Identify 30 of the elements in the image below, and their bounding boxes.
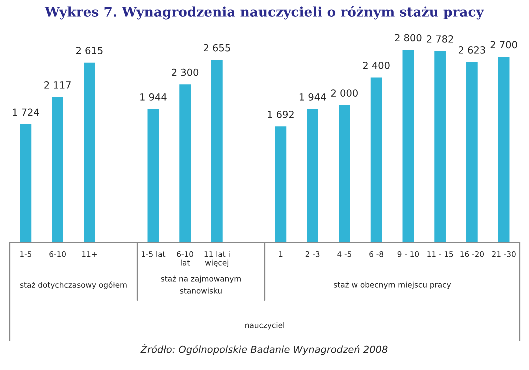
bar <box>433 50 448 243</box>
bar <box>18 123 34 243</box>
chart-title: Wykres 7. Wynagrodzenia nauczycieli o różnym stażu pracy <box>44 6 484 20</box>
bar <box>274 125 288 243</box>
data-label: 2 655 <box>204 44 230 52</box>
data-label: 2 000 <box>331 90 358 97</box>
bar <box>146 108 161 243</box>
data-label: 2 300 <box>172 68 199 76</box>
bar <box>306 108 320 243</box>
bar <box>178 83 192 243</box>
data-label: 2 400 <box>363 62 390 70</box>
data-label: 2 117 <box>44 82 71 89</box>
data-label: 2 782 <box>427 36 454 43</box>
bar <box>465 60 480 243</box>
data-label: 1 724 <box>13 108 40 116</box>
data-label: 1 944 <box>300 94 326 101</box>
bar <box>210 58 224 243</box>
bar <box>50 96 65 243</box>
data-label: 1 692 <box>268 110 294 118</box>
text: Źródło: Ogólnopolskie Badanie Wynagrodzeń 2008 <box>140 344 388 356</box>
bar <box>401 48 416 243</box>
bar <box>82 61 97 243</box>
data-label: 2 800 <box>395 34 422 42</box>
bar <box>338 104 352 243</box>
data-label: 2 615 <box>76 47 103 54</box>
data-label: 2 700 <box>490 41 518 49</box>
bar <box>369 76 384 243</box>
bar <box>496 56 512 243</box>
data-label: 2 623 <box>458 46 486 54</box>
data-label: 1 944 <box>140 94 167 101</box>
